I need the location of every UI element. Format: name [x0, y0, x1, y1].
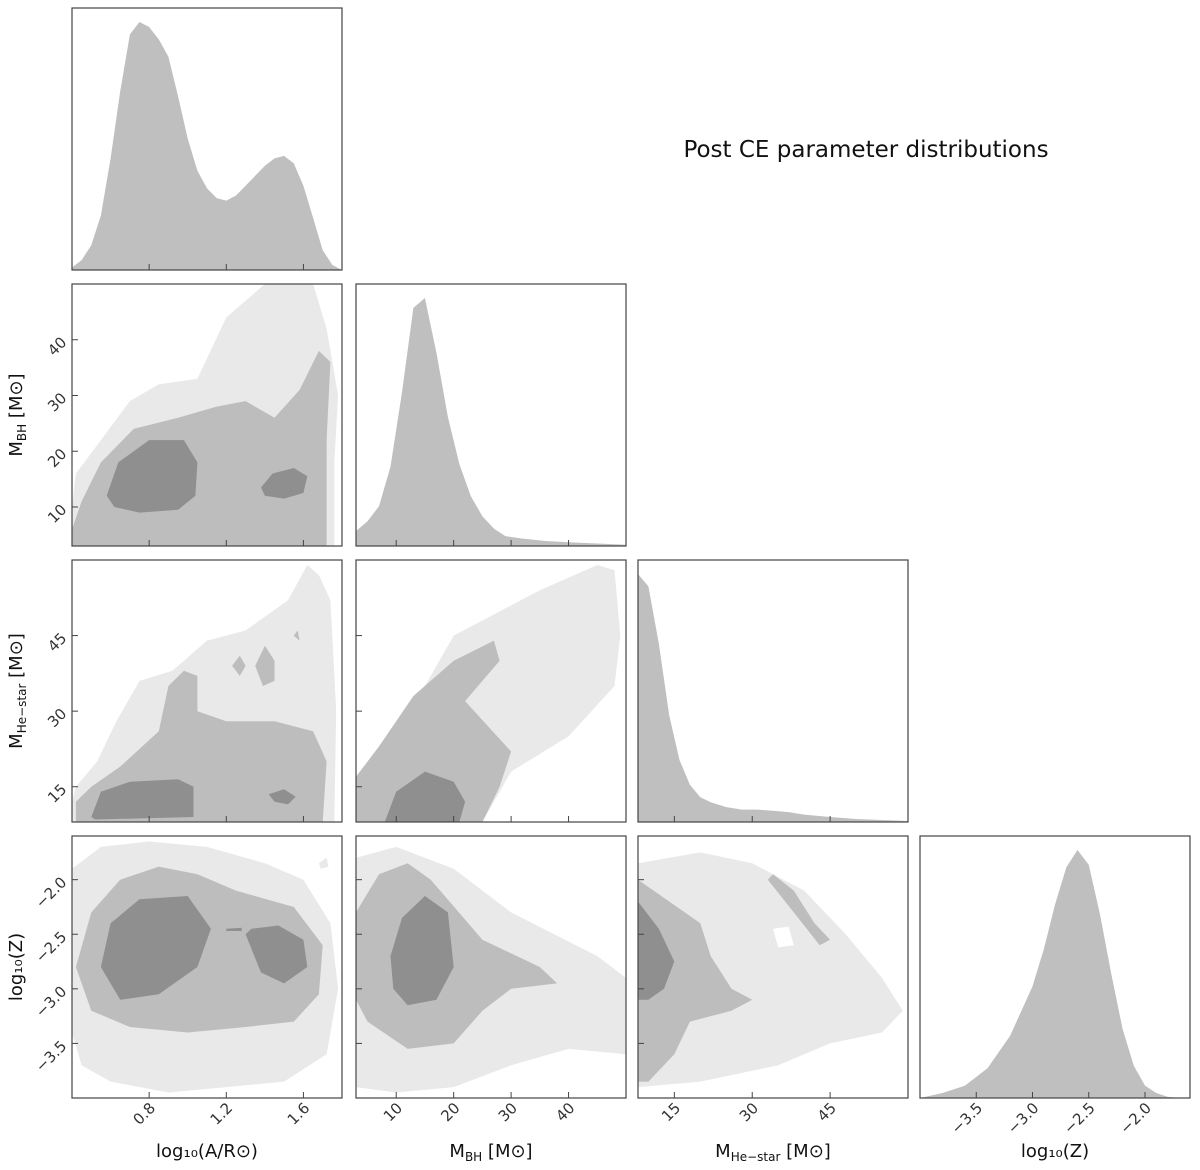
panel-frame-r3-c2 — [637, 835, 909, 1099]
ytick-label-logz: −3.5 — [32, 1037, 70, 1075]
xtick-label-logA: 0.8 — [129, 1099, 159, 1129]
panel-frame-r3-c3 — [919, 835, 1191, 1099]
xtick-label-mbh: 30 — [495, 1099, 521, 1125]
panel-frame-r2-c2 — [637, 559, 909, 823]
contour-panel-logA-mbh — [72, 284, 339, 546]
contour-panel-mbh-logz — [356, 846, 626, 1093]
axis-label-logA: log₁₀(A/R⊙) — [156, 1141, 258, 1162]
xtick-label-logz: −3.0 — [1004, 1099, 1042, 1137]
axis-label-mbh: MBH [M⊙] — [6, 373, 29, 456]
axis-label-mbh: MBH [M⊙] — [449, 1141, 532, 1164]
contour-mid-logA-mhe-3 — [293, 630, 300, 641]
marginal-logA — [72, 22, 342, 270]
panel-frame-r1-c1 — [355, 283, 627, 547]
axis-label-logz: log₁₀(Z) — [6, 933, 27, 1001]
panel-frame-r3-c0 — [71, 835, 343, 1099]
ytick-label-logz: −2.0 — [32, 873, 70, 911]
contour-inner-logA-mbh-0 — [106, 440, 198, 513]
contour-inner-mbh-mhe-0 — [384, 771, 466, 822]
xtick-label-mbh: 20 — [437, 1099, 463, 1125]
marginal-area-mhe — [638, 574, 908, 822]
ytick-label-mbh: 40 — [44, 333, 70, 359]
xtick-label-logz: −2.0 — [1116, 1099, 1154, 1137]
contour-panel-mhe-logz — [638, 852, 903, 1088]
marginal-area-logz — [920, 850, 1190, 1098]
panel-frame-r0-c0 — [71, 7, 343, 271]
marginal-mbh — [356, 298, 626, 546]
contour-outer-logA-logz-1 — [318, 857, 329, 869]
marginal-area-logA — [72, 22, 342, 270]
contour-mid-mhe-logz-1 — [767, 874, 831, 946]
axis-label-mhe: MHe−star [M⊙] — [6, 633, 29, 749]
ytick-label-mbh: 20 — [44, 445, 70, 471]
contour-mid-mhe-logz-0 — [638, 879, 753, 1082]
contour-inner-logA-logz-2 — [226, 927, 242, 931]
panel-frame-r3-c1 — [355, 835, 627, 1099]
ytick-label-mhe: 15 — [44, 780, 70, 806]
contour-inner-logA-logz-0 — [100, 896, 211, 1000]
ytick-label-logz: −3.0 — [32, 982, 70, 1020]
contour-inner-mbh-logz-0 — [390, 896, 454, 1006]
xtick-label-mbh: 40 — [552, 1099, 578, 1125]
xtick-label-logz: −3.5 — [948, 1099, 986, 1137]
xtick-label-mhe: 45 — [814, 1099, 840, 1125]
axis-label-mhe: MHe−star [M⊙] — [715, 1141, 831, 1164]
ytick-label-mbh: 30 — [44, 389, 70, 415]
contour-outer-mhe-logz-0 — [638, 852, 903, 1088]
xtick-label-mhe: 15 — [658, 1099, 684, 1125]
marginal-mhe — [638, 574, 908, 822]
axis-label-logz: log₁₀(Z) — [1021, 1141, 1089, 1162]
plot-layer: 0.8 1.2 1.6 10 20 30 40 15 30 45 −3.5 −3.0 −2.5 −2.0 1… — [6, 7, 1191, 1164]
contour-mid-logA-mhe-2 — [255, 645, 275, 686]
chart-title: Post CE parameter distributions — [683, 137, 1048, 163]
contour-panel-logA-logz — [72, 841, 339, 1093]
marginal-area-mbh — [356, 298, 626, 546]
panel-frame-r1-c0 — [71, 283, 343, 547]
contour-inner-logA-mhe-1 — [268, 789, 296, 805]
contour-panel-logA-mhe — [72, 565, 337, 822]
panel-frame-r2-c1 — [355, 559, 627, 823]
xtick-label-mhe: 30 — [736, 1099, 762, 1125]
xtick-label-mbh: 10 — [380, 1099, 406, 1125]
contour-panel-mbh-mhe — [356, 565, 621, 822]
panel-frame-r2-c0 — [71, 559, 343, 823]
xtick-label-logA: 1.2 — [207, 1099, 237, 1129]
contour-hole-mhe-logz-0 — [773, 926, 794, 948]
contour-inner-mhe-logz-0 — [638, 901, 675, 1000]
contour-inner-logA-mhe-0 — [91, 779, 194, 820]
contour-mid-mbh-mhe-0 — [356, 640, 512, 822]
contour-mid-logA-mhe-1 — [232, 655, 246, 676]
xtick-label-logA: 1.6 — [284, 1099, 314, 1129]
contour-inner-logA-mbh-1 — [261, 468, 308, 499]
ytick-label-mhe: 45 — [44, 629, 70, 655]
ytick-label-mhe: 30 — [44, 705, 70, 731]
contour-inner-logA-logz-1 — [245, 925, 308, 984]
xtick-label-logz: −2.5 — [1060, 1099, 1098, 1137]
marginal-logz — [920, 850, 1190, 1098]
ytick-label-mbh: 10 — [44, 501, 70, 527]
ytick-label-logz: −2.5 — [32, 928, 70, 966]
